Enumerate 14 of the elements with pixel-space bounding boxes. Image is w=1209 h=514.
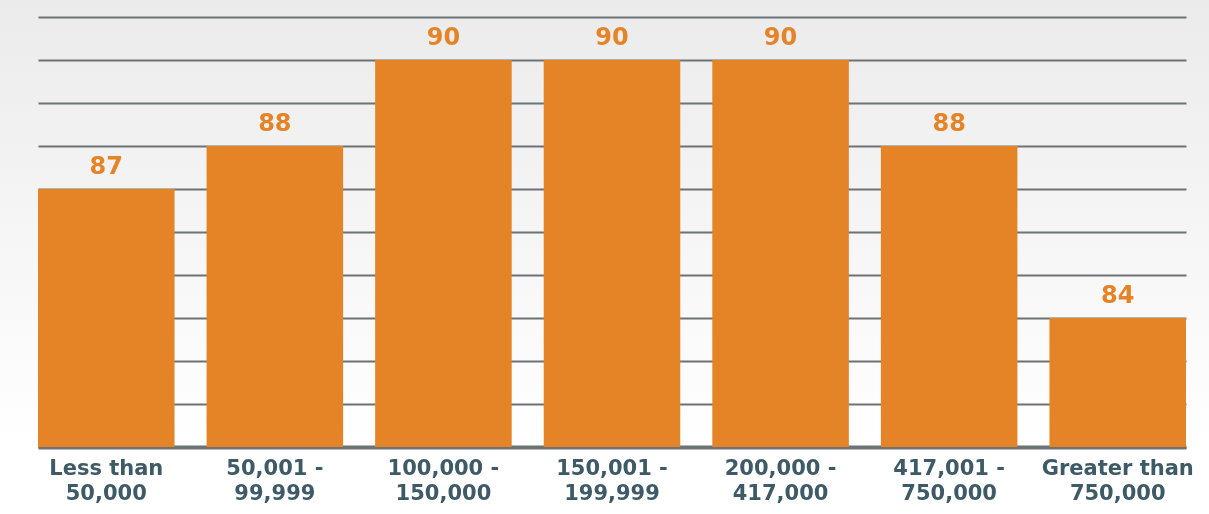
x-tick-label: 417,001 - 750,000: [893, 455, 1005, 505]
data-label: 90: [426, 23, 461, 51]
x-tick-label: 50,001 - 99,999: [226, 455, 324, 505]
x-tick-label: Greater than 750,000: [1041, 455, 1194, 505]
x-tick-label: 200,000 - 417,000: [724, 455, 837, 505]
data-label: 87: [89, 152, 123, 180]
data-label: 90: [763, 23, 798, 51]
x-tick-label: 150,001 - 199,999: [556, 455, 668, 505]
data-label: 88: [258, 109, 292, 137]
data-label: 88: [932, 109, 966, 137]
x-tick-label: 100,000 - 150,000: [387, 455, 500, 505]
data-label: 90: [595, 23, 629, 51]
data-label: 84: [1101, 281, 1135, 309]
x-tick-label: Less than 50,000: [49, 455, 164, 505]
